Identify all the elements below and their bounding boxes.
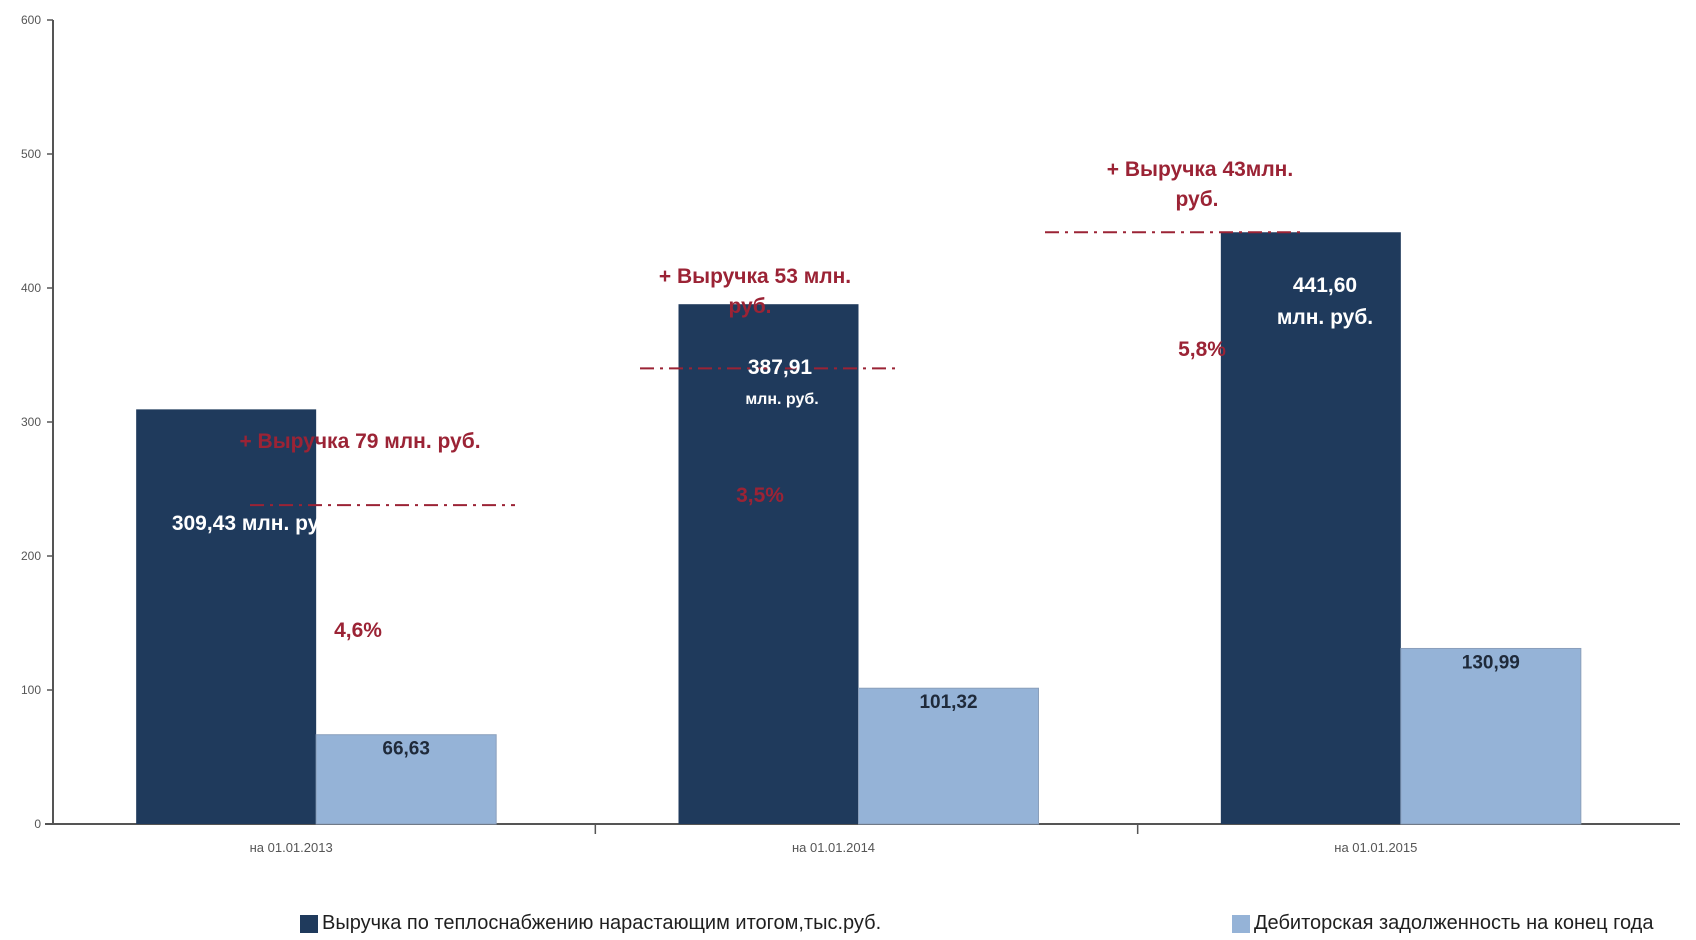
data-label-revenue: млн. руб. — [1277, 306, 1373, 329]
percent-annotation: 4,6% — [334, 619, 382, 642]
increase-annotation: руб. — [728, 295, 771, 318]
bar-revenue — [136, 409, 317, 824]
y-tick-label: 600 — [21, 13, 41, 27]
data-label-revenue: 441,60 — [1293, 274, 1357, 297]
percent-annotation: 3,5% — [736, 484, 784, 507]
bar-revenue — [1220, 232, 1401, 825]
increase-annotation: руб. — [1175, 188, 1218, 211]
y-tick-label: 100 — [21, 683, 41, 697]
data-label-receivables: 66,63 — [382, 739, 430, 760]
x-tick-label: на 01.01.2013 — [250, 840, 333, 855]
data-label-receivables: 101,32 — [919, 692, 977, 713]
legend-swatch-revenue — [300, 914, 318, 933]
legend-item-revenue: Выручка по теплоснабжению нарастающим ит… — [300, 912, 881, 935]
increase-annotation: + Выручка 53 млн. — [659, 265, 851, 288]
y-tick-label: 200 — [21, 549, 41, 563]
data-label-revenue: млн. руб. — [745, 391, 818, 408]
data-label-revenue: 309,43 млн. руб. — [172, 512, 338, 535]
data-label-revenue: 387,91 — [748, 356, 813, 379]
legend-swatch-receivables — [1232, 914, 1250, 933]
legend-label-revenue: Выручка по теплоснабжению нарастающим ит… — [322, 912, 882, 934]
bar-revenue — [678, 304, 859, 825]
x-tick-label: на 01.01.2014 — [792, 840, 875, 855]
y-tick-label: 500 — [21, 147, 41, 161]
increase-annotation: + Выручка 79 млн. руб. — [239, 430, 480, 453]
legend-item-receivables: Дебиторская задолженность на конец года — [1232, 912, 1653, 935]
increase-annotation: + Выручка 43млн. — [1107, 158, 1293, 181]
percent-annotation: 5,8% — [1178, 338, 1226, 361]
legend-label-receivables: Дебиторская задолженность на конец года — [1254, 912, 1654, 934]
bar-receivables — [858, 687, 1039, 825]
y-tick-label: 0 — [34, 817, 41, 831]
y-tick-label: 300 — [21, 415, 41, 429]
bar-receivables — [1400, 647, 1582, 825]
x-tick-label: на 01.01.2015 — [1334, 840, 1417, 855]
data-label-receivables: 130,99 — [1462, 652, 1520, 673]
bar-receivables — [315, 734, 497, 825]
y-tick-label: 400 — [21, 281, 41, 295]
